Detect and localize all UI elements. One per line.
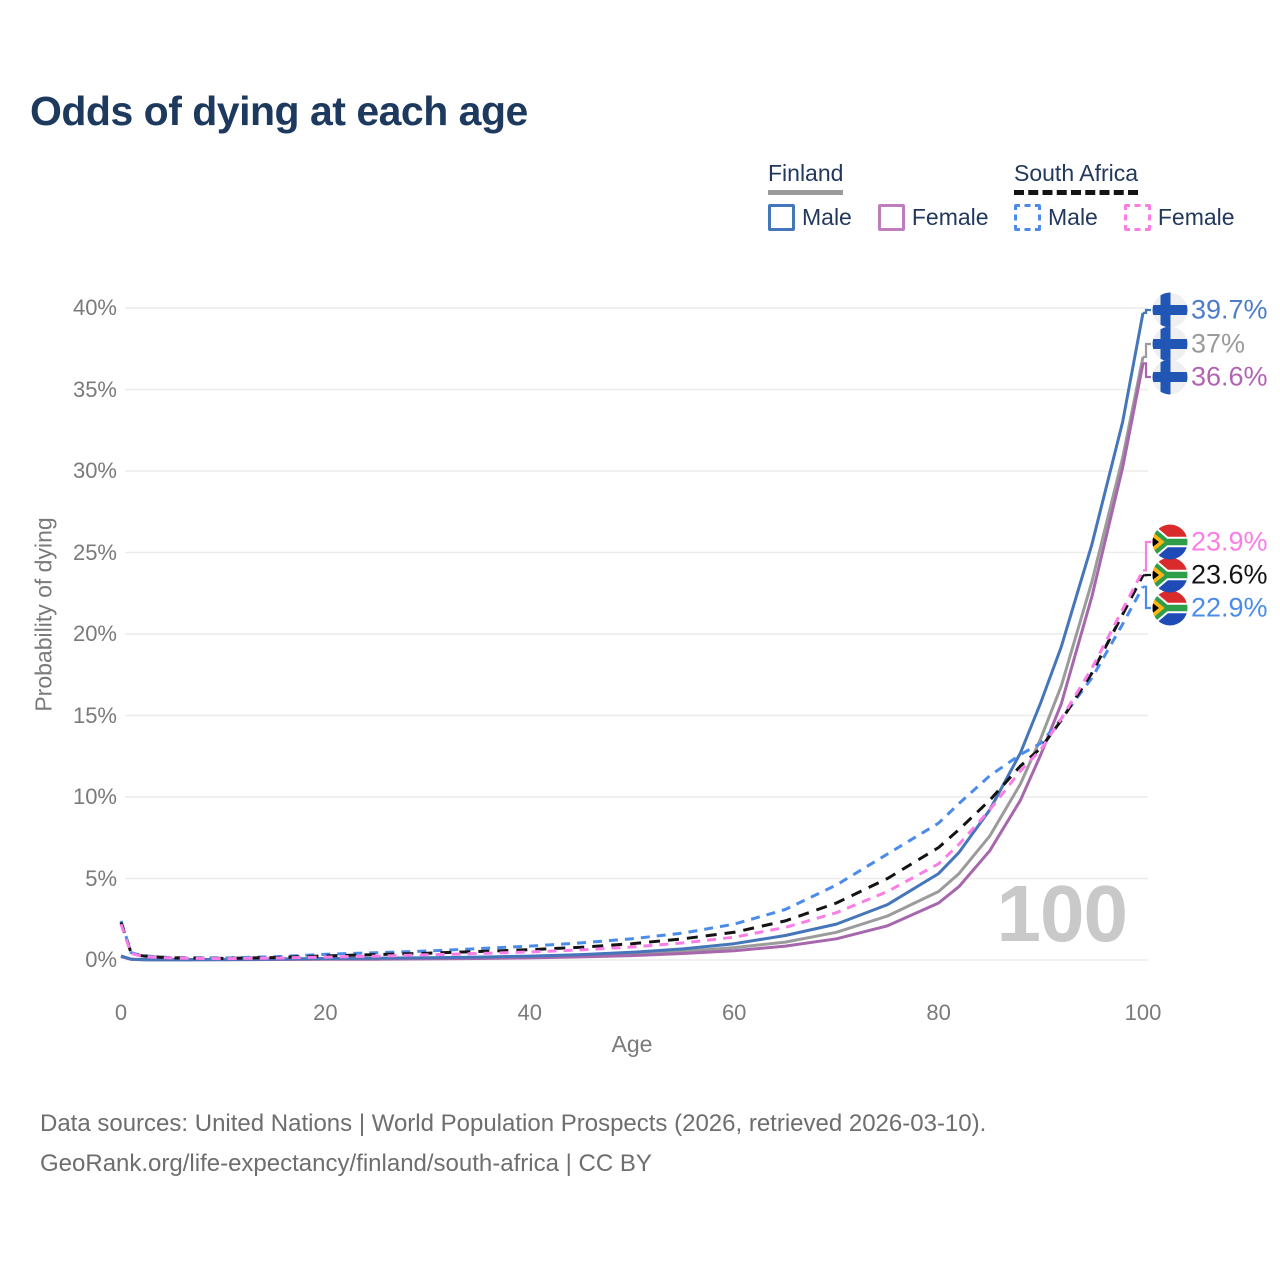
y-tick-label: 30% xyxy=(72,458,117,483)
series-line-finland-both-sexes xyxy=(120,356,1145,962)
finland-flag-icon xyxy=(1152,292,1188,328)
end-label-leader xyxy=(1143,585,1151,610)
y-tick-label: 20% xyxy=(72,621,117,646)
legend-item-label: Female xyxy=(1157,204,1235,230)
south-africa-flag-icon xyxy=(1152,590,1188,626)
source-line-2: GeoRank.org/life-expectancy/finland/sout… xyxy=(40,1150,652,1177)
data-source-note: Data sources: United Nations | World Pop… xyxy=(40,1104,986,1184)
legend-item-finland-male[interactable]: Male xyxy=(768,204,852,231)
flag-badge xyxy=(1152,292,1188,328)
legend-item-label: Male xyxy=(1048,204,1098,230)
south-africa-female-swatch-icon xyxy=(1123,204,1151,231)
x-tick-label: 60 xyxy=(721,1000,747,1025)
x-tick-label: 100 xyxy=(1124,1000,1162,1025)
y-tick-label: 10% xyxy=(72,784,117,809)
flag-badge xyxy=(1152,557,1188,593)
end-value-label-south-africa-male: 22.9% xyxy=(1191,592,1268,623)
flag-badge xyxy=(1152,359,1188,395)
x-axis-title: Age xyxy=(611,1031,653,1057)
flag-badge xyxy=(1152,590,1188,626)
x-tick-label: 0 xyxy=(114,1000,128,1025)
legend-item-south-africa-male[interactable]: Male xyxy=(1014,204,1098,231)
y-tick-label: 5% xyxy=(85,865,117,891)
finland-flag-icon xyxy=(1152,326,1188,362)
legend-group-south-africa: South Africa Male Female xyxy=(1014,160,1235,231)
end-label-leader xyxy=(1143,362,1151,379)
y-tick-label: 15% xyxy=(72,702,117,728)
series-line-south-africa-male xyxy=(119,585,1145,960)
series-line-south-africa-both-sexes xyxy=(119,574,1145,960)
legend-item-south-africa-female[interactable]: Female xyxy=(1123,204,1235,231)
series-line-finland-female xyxy=(120,363,1145,962)
legend-item-label: Male xyxy=(802,204,852,230)
finland-female-swatch-icon xyxy=(877,204,905,231)
legend-header-south-africa: South Africa xyxy=(1014,160,1139,195)
legend-items-south-africa: Male Female xyxy=(1014,204,1235,231)
series-line-finland-male xyxy=(120,312,1145,962)
finland-male-swatch-icon xyxy=(768,204,795,231)
end-label-leader xyxy=(1143,540,1151,572)
south-africa-flag-icon xyxy=(1152,524,1188,560)
series-line-south-africa-female xyxy=(119,569,1145,961)
south-africa-male-swatch-icon xyxy=(1014,204,1041,231)
legend-header-finland: Finland xyxy=(768,160,844,195)
page-title: Odds of dying at each age xyxy=(30,88,528,134)
end-value-label-finland-male: 39.7% xyxy=(1191,294,1268,325)
legend-item-label: Female xyxy=(911,204,989,230)
source-line-1: Data sources: United Nations | World Pop… xyxy=(40,1110,987,1137)
end-label-leader xyxy=(1143,308,1151,314)
y-tick-label: 0% xyxy=(85,947,117,972)
x-tick-label: 40 xyxy=(517,1000,543,1025)
finland-flag-icon xyxy=(1152,359,1188,395)
south-africa-flag-icon xyxy=(1152,557,1188,593)
legend-item-finland-female[interactable]: Female xyxy=(877,204,989,231)
y-tick-label: 25% xyxy=(72,539,117,565)
y-axis-title: Probability of dying xyxy=(30,517,57,712)
end-value-label-finland-both-sexes: 37% xyxy=(1191,328,1246,359)
end-label-leader xyxy=(1143,342,1151,358)
end-value-label-finland-female: 36.6% xyxy=(1191,361,1268,392)
x-tick-label: 80 xyxy=(926,1000,951,1025)
flag-badge xyxy=(1152,326,1188,362)
flag-badge xyxy=(1152,524,1188,560)
end-value-label-south-africa-female: 23.9% xyxy=(1191,526,1268,557)
y-tick-label: 35% xyxy=(72,376,117,402)
legend-group-finland: Finland Male Female xyxy=(768,160,989,231)
x-tick-label: 20 xyxy=(313,1000,338,1025)
legend-items-finland: Male Female xyxy=(768,204,989,231)
end-value-label-south-africa-both-sexes: 23.6% xyxy=(1191,559,1268,590)
age-counter-watermark: 100 xyxy=(996,869,1128,958)
y-tick-label: 40% xyxy=(72,295,117,320)
